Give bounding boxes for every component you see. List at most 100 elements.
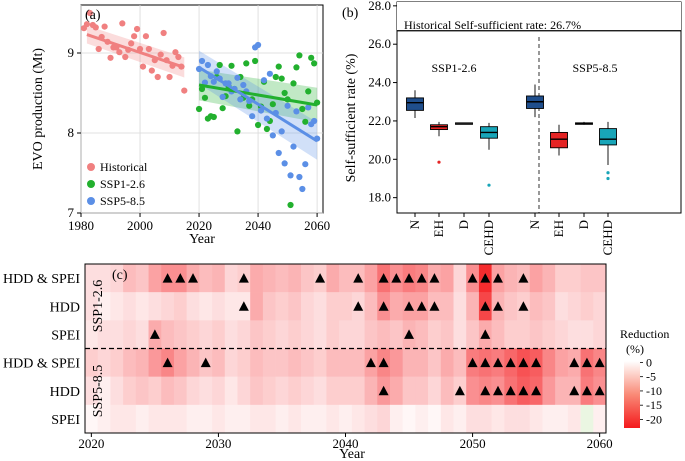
panel-c-row-labels: HDD & SPEI HDD SPEI HDD & SPEI HDD SPEI: [3, 272, 80, 428]
heatmap-cell: [288, 348, 302, 377]
significance-triangle: [467, 273, 478, 283]
legend-historical-marker: [87, 163, 95, 171]
point-ssp585: [249, 113, 256, 120]
heatmap-cell: [97, 376, 111, 406]
heatmap-cell: [351, 404, 365, 434]
significance-triangle: [353, 273, 364, 283]
heatmap-cell: [504, 404, 518, 434]
panel-b-ylabel: Self-sufficient rate (%): [344, 53, 359, 182]
heatmap-cell: [288, 264, 302, 293]
panel-b-group1-label: SSP1-2.6: [431, 61, 476, 75]
point-ssp126: [216, 61, 223, 69]
heatmap-cell: [224, 292, 238, 321]
heatmap-cell: [339, 348, 353, 377]
heatmap-cell: [326, 320, 340, 349]
reference-region: [397, 2, 681, 31]
panel-a-points: [80, 9, 321, 209]
significance-triangle: [200, 357, 211, 368]
point-ssp585: [257, 107, 265, 114]
significance-triangle: [175, 273, 186, 283]
heatmap-cell: [123, 404, 137, 434]
heatmap-cell: [580, 404, 594, 434]
heatmap-cell: [567, 320, 581, 349]
point-ssp126: [234, 128, 241, 135]
y-tick-label: 22.0: [368, 113, 391, 128]
significance-triangle: [238, 301, 249, 311]
point-ssp585: [296, 173, 303, 181]
heatmap-cell: [415, 376, 429, 406]
significance-triangle: [238, 273, 249, 283]
point-ssp126: [243, 60, 250, 67]
heatmap-cell: [440, 404, 454, 434]
heatmap-cell: [555, 376, 569, 406]
heatmap-cell: [123, 264, 137, 293]
point-ssp126: [293, 64, 300, 71]
heatmap-cell: [186, 348, 200, 377]
heatmap-cell: [186, 404, 200, 434]
trend-line-historical: [86, 33, 185, 69]
point-ssp126: [210, 113, 217, 121]
panel-a-trend-lines: [86, 33, 318, 143]
heatmap-cell: [428, 320, 442, 349]
point-ssp585: [305, 104, 312, 111]
heatmap-cell: [97, 264, 111, 293]
point-ssp585: [299, 185, 306, 193]
significance-triangle: [378, 385, 389, 396]
x-tick-label: 2060: [587, 436, 613, 451]
panel-c-colorbar: Reduction (%) 0-5-10-15-20: [620, 327, 669, 428]
significance-triangle: [429, 273, 440, 283]
heatmap-cell: [85, 320, 99, 349]
significance-triangle: [162, 357, 173, 368]
heatmap-cell: [250, 404, 264, 434]
heatmap-cell: [212, 264, 226, 293]
heatmap-cell: [593, 404, 607, 434]
heatmap-cell: [173, 320, 187, 349]
colorbar-title-line1: Reduction: [620, 327, 669, 341]
heatmap-cell: [364, 404, 378, 434]
heatmap-cell: [135, 320, 149, 349]
heatmap-cell: [567, 292, 581, 321]
point-historical: [145, 45, 152, 53]
heatmap-cell: [199, 264, 213, 293]
significance-triangle: [480, 385, 491, 396]
point-ssp126: [228, 62, 235, 69]
heatmap-cell: [148, 348, 162, 377]
row-label: SPEI: [51, 413, 80, 428]
significance-triangle: [353, 301, 364, 311]
heatmap-cell: [428, 404, 442, 434]
y-tick-label: 20.0: [368, 151, 391, 166]
point-historical: [119, 20, 126, 27]
heatmap-cell: [326, 292, 340, 321]
heatmap-cell: [123, 320, 137, 349]
heatmap-cell: [224, 264, 238, 293]
point-ssp585: [263, 115, 271, 122]
heatmap-cell: [440, 348, 454, 377]
point-historical: [154, 73, 161, 81]
heatmap-cell: [85, 292, 99, 321]
point-ssp126: [308, 54, 315, 61]
significance-triangle: [569, 357, 580, 368]
heatmap-cell: [237, 376, 251, 406]
significance-triangle: [531, 385, 542, 396]
colorbar-gradient: [624, 361, 640, 428]
significance-triangle: [404, 329, 415, 339]
point-historical: [83, 21, 91, 28]
panel-a-ticks: 1980 2000 2020 2040 2060 7 8 9: [68, 45, 331, 233]
heatmap-cell: [173, 292, 187, 321]
legend-ssp126-label: SSP1-2.6: [100, 177, 145, 191]
significance-triangle: [492, 385, 503, 396]
heatmap-cell: [262, 264, 276, 293]
panel-a: 1980 2000 2020 2040 2060 7 8 9 (a) Year EVO pro…: [31, 4, 331, 247]
significance-triangle: [569, 385, 580, 396]
heatmap-cell: [262, 376, 276, 406]
heatmap-cell: [110, 376, 124, 406]
significance-triangle: [378, 301, 389, 311]
panel-b-boxes: [406, 84, 617, 187]
point-historical: [116, 49, 123, 56]
point-ssp585: [201, 79, 209, 86]
point-ssp126: [263, 125, 271, 133]
heatmap-cell: [351, 376, 365, 406]
heatmap-cell: [326, 404, 340, 434]
heatmap-cell: [313, 292, 327, 321]
heatmap-cell: [85, 264, 99, 293]
